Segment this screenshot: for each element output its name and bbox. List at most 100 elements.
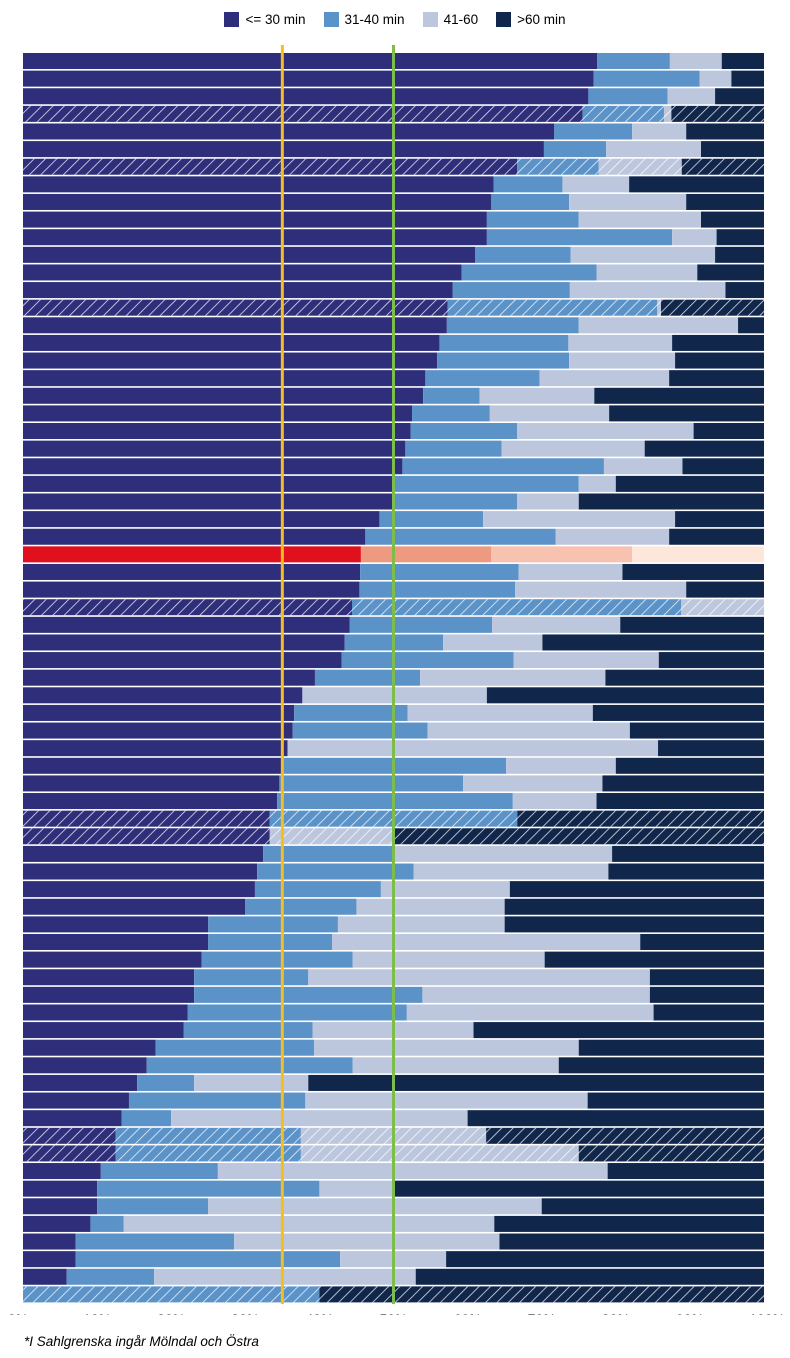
bar-12-segment-le30: [23, 246, 476, 263]
legend-item-le30: <= 30 min: [224, 11, 306, 27]
bar-6-segment-gt60: [701, 141, 764, 158]
bar-69-segment-le30: [23, 1251, 76, 1268]
bar-19-segment-41-60: [539, 370, 670, 387]
bar-6-segment-41-60: [606, 141, 702, 158]
bar-28-segment-41-60: [555, 528, 670, 545]
bar-22-segment-31-40: [410, 423, 518, 440]
bar-row-67: [23, 1215, 764, 1232]
bar-35-segment-gt60: [658, 652, 764, 669]
bar-row-1: [23, 53, 764, 70]
bar-50-segment-le30: [23, 916, 209, 933]
bar-row-46: [23, 845, 764, 862]
bar-8-segment-31-40: [493, 176, 563, 193]
x-tick-label: 90%: [676, 1311, 704, 1315]
bar-35-segment-41-60: [513, 652, 659, 669]
bar-42-segment-31-40: [279, 775, 464, 792]
bar-40-segment-gt60: [658, 740, 764, 757]
bar-39-segment-gt60: [629, 722, 764, 739]
bar-18-segment-gt60: [675, 352, 764, 369]
bar-5-segment-41-60: [632, 123, 687, 140]
legend-item-gt60: >60 min: [496, 11, 566, 27]
bar-50-segment-41-60: [337, 916, 505, 933]
bar-58-segment-31-40: [146, 1057, 353, 1074]
bar-21-segment-gt60: [609, 405, 764, 422]
bar-14-segment-gt60: [725, 282, 764, 299]
bar-38-segment-31-40: [294, 704, 408, 721]
bar-35-segment-le30: [23, 652, 342, 669]
bar-22-segment-41-60: [517, 423, 694, 440]
bar-21-segment-41-60: [489, 405, 610, 422]
bar-23-segment-31-40: [405, 440, 502, 457]
bar-69-segment-31-40: [75, 1251, 341, 1268]
bar-60-segment-gt60: [587, 1092, 764, 1109]
bar-55-segment-31-40: [187, 1004, 407, 1021]
bar-12-segment-gt60: [715, 246, 764, 263]
bar-27-segment-31-40: [379, 511, 484, 528]
bar-28-segment-31-40: [365, 528, 556, 545]
bar-70-segment-41-60: [154, 1268, 416, 1285]
bar-70-segment-gt60: [415, 1268, 764, 1285]
bar-row-38: [23, 704, 764, 721]
bar-6-segment-31-40: [543, 141, 607, 158]
bar-38-segment-le30: [23, 704, 295, 721]
bar-16-segment-le30: [23, 317, 447, 334]
bar-3-segment-le30: [23, 88, 589, 105]
bar-row-57: [23, 1039, 764, 1056]
bar-22-segment-le30: [23, 423, 411, 440]
bar-12-segment-41-60: [570, 246, 716, 263]
bar-row-58: [23, 1057, 764, 1074]
bar-19-segment-gt60: [669, 370, 764, 387]
bar-row-34: [23, 634, 764, 651]
bar-31-segment-gt60: [686, 581, 764, 598]
bar-54-segment-gt60: [649, 986, 764, 1003]
bar-33-segment-gt60: [620, 616, 764, 633]
bar-46-segment-gt60: [612, 845, 764, 862]
bar-29-segment-le30: [23, 546, 361, 563]
x-tick-label: 10%: [83, 1311, 111, 1315]
bar-row-50: [23, 916, 764, 933]
bar-47-segment-41-60: [413, 863, 609, 880]
bar-36-segment-41-60: [420, 669, 606, 686]
bar-40-segment-le30: [23, 740, 288, 757]
bar-37-segment-gt60: [486, 687, 764, 704]
bar-36-segment-gt60: [605, 669, 764, 686]
bar-60-segment-31-40: [128, 1092, 306, 1109]
bar-20-segment-gt60: [594, 387, 764, 404]
bar-9-segment-31-40: [491, 193, 570, 210]
bar-9-segment-gt60: [686, 193, 764, 210]
bar-57-segment-gt60: [578, 1039, 764, 1056]
bar-row-2: [23, 70, 764, 87]
bar-61-segment-41-60: [171, 1110, 468, 1127]
bar-67-segment-le30: [23, 1215, 91, 1232]
bar-27-segment-gt60: [675, 511, 764, 528]
bar-18-segment-41-60: [569, 352, 676, 369]
bar-48-segment-le30: [23, 881, 255, 898]
bar-row-31: [23, 581, 764, 598]
bar-20-segment-41-60: [479, 387, 595, 404]
bar-56-segment-le30: [23, 1022, 184, 1039]
bar-23-segment-le30: [23, 440, 406, 457]
bar-49-segment-31-40: [245, 898, 357, 915]
bar-33-segment-le30: [23, 616, 350, 633]
bar-56-segment-gt60: [473, 1022, 764, 1039]
x-tick-label: 50%: [379, 1311, 407, 1315]
bar-2-segment-le30: [23, 70, 594, 87]
bar-43-segment-gt60: [596, 793, 764, 810]
bar-26-segment-gt60: [578, 493, 764, 510]
bar-41-segment-le30: [23, 757, 283, 774]
bar-row-47: [23, 863, 764, 880]
bar-68-segment-31-40: [75, 1233, 235, 1250]
bar-47-segment-31-40: [257, 863, 414, 880]
bar-52-segment-31-40: [201, 951, 353, 968]
bar-68-segment-le30: [23, 1233, 76, 1250]
bar-25-segment-31-40: [393, 475, 579, 492]
bar-row-49: [23, 898, 764, 915]
bar-30-segment-41-60: [518, 563, 623, 580]
bar-3-segment-gt60: [715, 88, 764, 105]
bar-50-segment-31-40: [208, 916, 338, 933]
bar-49-segment-41-60: [356, 898, 505, 915]
bar-53-segment-31-40: [194, 969, 309, 986]
bar-51-segment-31-40: [208, 933, 332, 951]
bar-58-segment-gt60: [558, 1057, 764, 1074]
bar-41-segment-41-60: [506, 757, 616, 774]
